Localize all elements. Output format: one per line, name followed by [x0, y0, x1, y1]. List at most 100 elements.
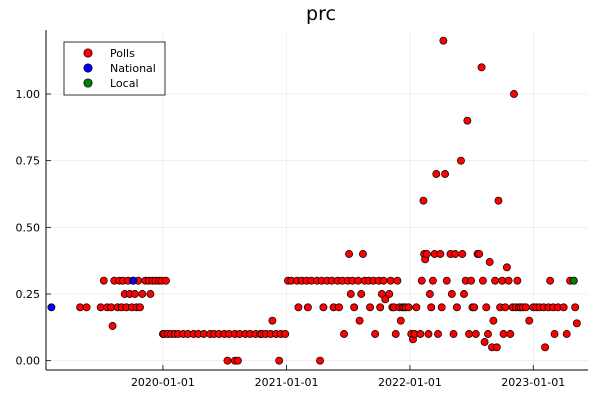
point-polls	[506, 330, 515, 338]
point-polls	[521, 303, 530, 312]
point-polls	[467, 276, 476, 285]
point-polls	[463, 116, 472, 125]
point-polls	[571, 303, 580, 312]
point-polls	[510, 90, 518, 98]
point-polls	[485, 258, 494, 266]
point-polls	[480, 338, 489, 346]
point-polls	[376, 303, 385, 312]
point-polls	[437, 303, 446, 312]
point-polls	[451, 250, 460, 258]
x-tick-label: 2020-01-01	[131, 376, 195, 389]
point-national	[47, 303, 56, 312]
point-polls	[442, 276, 451, 285]
point-polls	[386, 276, 395, 285]
point-national	[129, 276, 138, 285]
y-tick-label: 0.75	[16, 155, 41, 168]
point-polls	[492, 343, 501, 352]
point-polls	[357, 290, 366, 298]
point-polls	[335, 303, 343, 312]
point-polls	[456, 156, 465, 165]
point-polls	[460, 290, 468, 298]
point-polls	[447, 290, 456, 298]
point-polls	[489, 316, 498, 325]
y-tick-label: 1.00	[16, 88, 41, 101]
point-polls	[449, 330, 458, 338]
point-polls	[346, 290, 355, 298]
y-tick-label: 0.00	[16, 355, 41, 368]
legend-label-polls: Polls	[110, 47, 135, 60]
point-polls	[404, 303, 413, 312]
point-polls	[484, 330, 492, 338]
point-polls	[381, 295, 390, 304]
point-polls	[223, 356, 232, 365]
legend-marker-local	[83, 78, 93, 88]
point-polls	[82, 303, 91, 312]
point-polls	[422, 250, 431, 258]
point-polls	[316, 356, 324, 365]
point-polls	[452, 303, 461, 312]
point-polls	[412, 303, 421, 312]
axes	[45, 30, 588, 371]
point-polls	[525, 316, 534, 325]
point-polls	[99, 276, 108, 285]
point-polls	[138, 290, 147, 298]
tick-labels: 2020-01-01 2021-01-01 2022-01-01 2023-01-01…	[16, 88, 566, 389]
point-polls	[432, 170, 441, 178]
point-polls	[441, 170, 450, 178]
legend-box	[63, 41, 166, 96]
point-polls	[425, 290, 434, 298]
point-polls	[436, 250, 445, 258]
point-polls	[494, 196, 503, 205]
x-tick-label: 2023-01-01	[501, 376, 565, 389]
point-polls	[427, 303, 436, 312]
legend-marker-polls	[83, 48, 93, 58]
point-polls	[355, 316, 364, 325]
legend: Polls National Local	[63, 41, 166, 96]
point-polls	[477, 63, 486, 72]
point-polls	[233, 356, 242, 365]
point-polls	[379, 276, 388, 285]
point-polls	[424, 330, 433, 338]
legend-marker-national	[83, 63, 93, 73]
point-polls	[491, 276, 500, 285]
point-polls	[546, 276, 555, 285]
point-polls	[359, 250, 367, 258]
legend-label-local: Local	[110, 77, 139, 90]
point-polls	[319, 303, 328, 312]
point-polls	[393, 276, 402, 285]
point-polls	[268, 316, 277, 325]
point-polls	[513, 276, 522, 285]
data-points	[47, 36, 581, 365]
point-polls	[550, 330, 559, 338]
point-polls	[130, 290, 139, 298]
y-tick-label: 0.50	[16, 221, 41, 234]
point-polls	[366, 303, 375, 312]
point-polls	[541, 343, 550, 352]
point-polls	[482, 303, 491, 312]
point-polls	[478, 276, 487, 285]
point-polls	[294, 303, 303, 312]
point-polls	[504, 276, 513, 285]
point-polls	[458, 250, 467, 258]
legend-label-national: National	[110, 62, 156, 75]
point-polls	[470, 303, 479, 312]
point-polls	[108, 322, 117, 330]
point-polls	[371, 330, 380, 338]
point-polls	[465, 330, 474, 338]
x-tick-label: 2021-01-01	[255, 376, 319, 389]
chart-title: prc	[306, 3, 336, 25]
point-polls	[275, 356, 284, 365]
y-tick-label: 0.25	[16, 288, 41, 301]
point-polls	[499, 330, 508, 338]
point-polls	[475, 250, 484, 258]
point-polls	[281, 330, 290, 338]
point-polls	[572, 319, 581, 328]
point-polls	[417, 276, 426, 285]
point-polls	[559, 303, 568, 312]
point-polls	[416, 330, 425, 338]
point-polls	[439, 36, 448, 45]
point-polls	[340, 330, 348, 338]
point-polls	[471, 330, 480, 338]
point-polls	[434, 330, 442, 338]
